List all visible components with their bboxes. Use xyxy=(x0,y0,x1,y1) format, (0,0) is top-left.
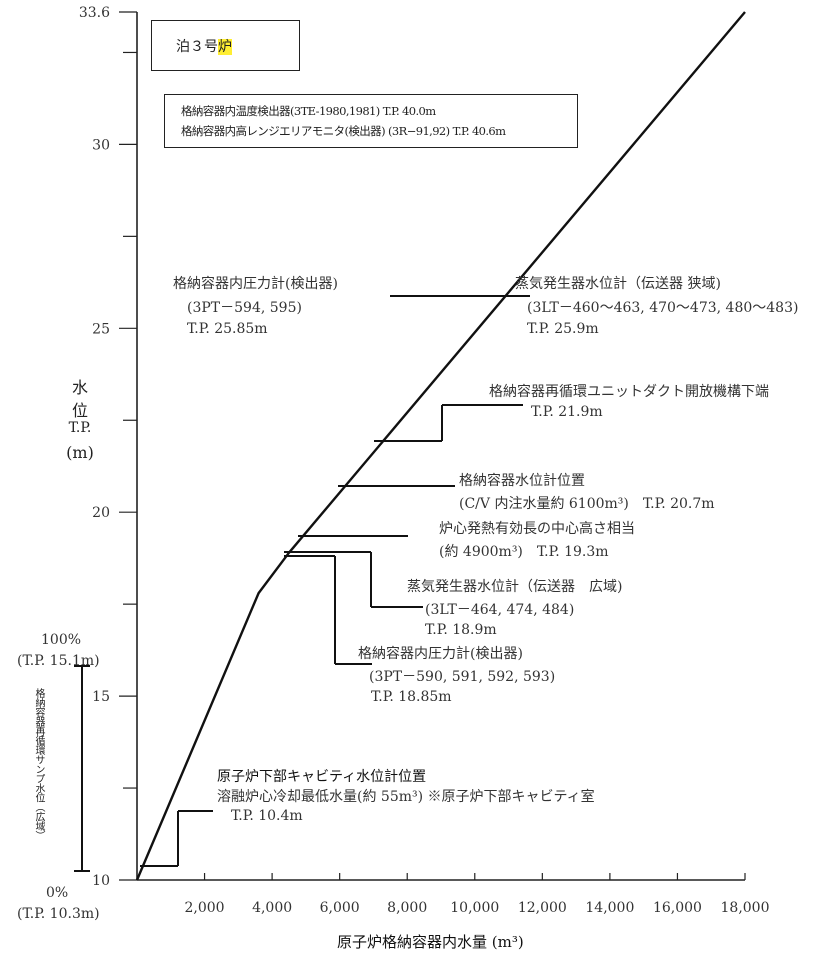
y-axis-label-1: 水 xyxy=(71,378,88,397)
x-tick-label: 8,000 xyxy=(387,900,427,916)
annot-cavity-l2: 溶融炉心冷却最低水量(約 55m³) ※原子炉下部キャビティ室 xyxy=(217,789,595,805)
y-tick-label: 30 xyxy=(92,137,110,153)
sensor-note-line-2: 格納容器内高レンジエリアモニタ(検出器) (3R−91,92) T.P. 40.… xyxy=(181,124,506,138)
y-tick-label: 20 xyxy=(92,505,110,521)
annot-pt590-l3: T.P. 18.85m xyxy=(371,689,452,705)
annot-duct-l2: T.P. 21.9m xyxy=(531,404,603,420)
y-tick-label: 25 xyxy=(92,321,110,337)
annot-pt590-l1: 格納容器内圧力計(検出器) xyxy=(358,646,523,662)
annot-cv-level-l2: (C/V 内注水量約 6100m³) T.P. 20.7m xyxy=(459,496,715,512)
annot-core-center-l2: (約 4900m³) T.P. 19.3m xyxy=(439,544,609,560)
annot-core-center-l1: 炉心発熱有効長の中心高さ相当 xyxy=(439,521,635,537)
x-tick-label: 16,000 xyxy=(653,900,702,916)
y-axis-label-2: 位 xyxy=(71,401,88,420)
sump-bottom-tp: (T.P. 10.3m) xyxy=(17,906,100,922)
y-axis-label-3: T.P. xyxy=(68,420,92,436)
sump-bottom-pct: 0% xyxy=(46,885,69,901)
annotation-leaders xyxy=(74,295,530,872)
chart-axes xyxy=(136,12,745,881)
sensor-note-line-1: 格納容器内温度検出器(3TE-1980,1981) T.P. 40.0m xyxy=(181,104,436,118)
y-tick-label: 33.6 xyxy=(79,5,110,21)
annot-sg-wide-l3: T.P. 18.9m xyxy=(425,622,497,638)
sump-top-pct: 100% xyxy=(41,632,82,648)
y-axis-label-4: (m) xyxy=(66,443,94,462)
annot-pt594-l2: (3PT－594, 595) xyxy=(187,300,302,316)
title-box: 泊３号炉 xyxy=(151,20,300,71)
annot-duct-l1: 格納容器再循環ユニットダクト開放機構下端 xyxy=(489,384,769,400)
x-tick-label: 2,000 xyxy=(185,900,225,916)
x-tick-label: 18,000 xyxy=(721,900,770,916)
sump-range-label: 格納容器再循環サンプ水位（広域） xyxy=(33,688,44,840)
series-line xyxy=(135,11,746,881)
annot-sg-narrow-l1: 蒸気発生器水位計（伝送器 狭域) xyxy=(515,276,721,292)
axis-ticks: 2,000 4,000 6,000 8,000 10,000 12,000 14,000 16… xyxy=(79,5,770,916)
annot-cavity-l3: T.P. 10.4m xyxy=(231,808,303,824)
y-tick-label: 15 xyxy=(92,689,110,705)
x-tick-label: 10,000 xyxy=(450,900,499,916)
annot-sg-wide-l1: 蒸気発生器水位計（伝送器 広域) xyxy=(407,579,623,595)
series-group xyxy=(135,11,746,881)
x-axis-label: 原子炉格納容器内水量 (m³) xyxy=(337,933,524,951)
annot-sg-narrow-l3: T.P. 25.9m xyxy=(527,321,599,337)
y-tick-label: 10 xyxy=(92,873,110,889)
annot-cavity-l1: 原子炉下部キャビティ水位計位置 xyxy=(217,769,427,785)
sensor-note-box: 格納容器内温度検出器(3TE-1980,1981) T.P. 40.0m 格納容… xyxy=(164,94,578,148)
sump-top-tp: (T.P. 15.1m) xyxy=(17,653,100,669)
x-tick-label: 12,000 xyxy=(518,900,567,916)
chart-title: 泊３号炉 xyxy=(176,39,232,55)
annot-pt594-l1: 格納容器内圧力計(検出器) xyxy=(173,276,338,292)
annot-pt590-l2: (3PT－590, 591, 592, 593) xyxy=(369,669,556,685)
annot-sg-narrow-l2: (3LT－460～463, 470～473, 480～483) xyxy=(527,300,799,316)
annot-cv-level-l1: 格納容器水位計位置 xyxy=(459,473,585,489)
annot-sg-wide-l2: (3LT－464, 474, 484) xyxy=(425,602,575,618)
x-tick-label: 6,000 xyxy=(320,900,360,916)
annot-pt594-l3: T.P. 25.85m xyxy=(187,321,268,337)
x-tick-label: 4,000 xyxy=(252,900,292,916)
x-tick-label: 14,000 xyxy=(585,900,634,916)
